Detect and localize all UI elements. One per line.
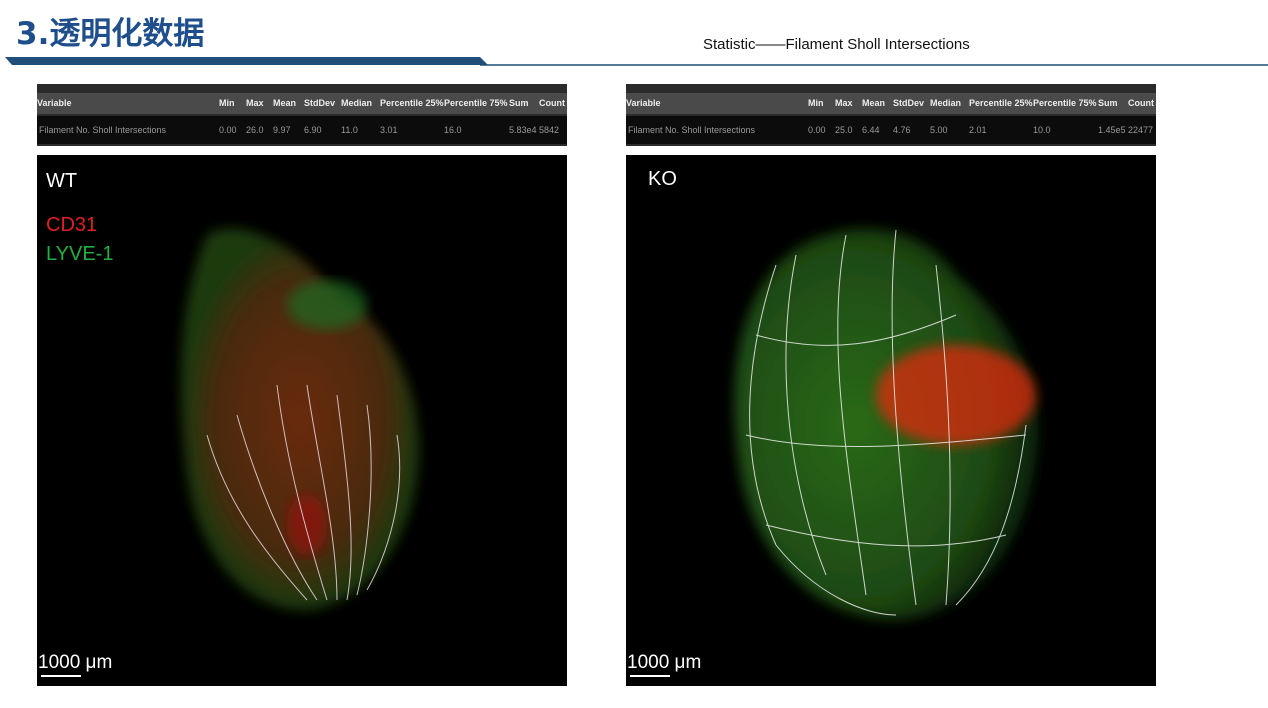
column-header: Variable [626, 98, 661, 108]
cell: 1.45e5 [1098, 125, 1126, 135]
header-row: Variable Min Max Mean StdDev Median Percentile… [37, 93, 567, 114]
scale-bar [630, 675, 670, 677]
sample-label: WT [46, 170, 77, 192]
cell: 26.0 [246, 125, 264, 135]
cell: 2.01 [969, 125, 987, 135]
subtitle: Statistic——Filament Sholl Intersections [703, 36, 970, 53]
cell: 10.0 [1033, 125, 1051, 135]
column-header: Count [539, 98, 565, 108]
column-header: Min [219, 98, 235, 108]
cell: 4.76 [893, 125, 911, 135]
cell: 5842 [539, 125, 560, 135]
cell: 5.83e4 [509, 125, 537, 135]
stats-table: Variable Min Max Mean StdDev Median Percentile… [626, 84, 1156, 146]
column-header: Sum [1098, 98, 1118, 108]
column-header: Variable [37, 98, 72, 108]
cell: 9.97 [273, 125, 291, 135]
cell: 11.0 [341, 125, 358, 135]
column-header: StdDev [893, 98, 925, 108]
column-header: Percentile 75% [444, 98, 508, 108]
column-header: Max [835, 98, 853, 108]
title: 3.透明化数据 [16, 16, 205, 52]
cell: 0.00 [808, 125, 826, 135]
cell: 0.00 [219, 125, 237, 135]
cell: 22477 [1128, 125, 1154, 135]
cell: 16.0 [444, 125, 462, 135]
header-row: Variable Min Max Mean StdDev Median Percentile… [626, 93, 1156, 114]
column-header: Percentile 25% [969, 98, 1033, 108]
column-header: Mean [273, 98, 297, 108]
cell: 25.0 [835, 125, 853, 135]
column-header: Median [930, 98, 962, 108]
column-header: Max [246, 98, 264, 108]
cell: 6.44 [862, 125, 880, 135]
column-header: StdDev [304, 98, 336, 108]
marker-label: CD31 [46, 214, 97, 236]
column-header: Median [341, 98, 373, 108]
header-rule [5, 57, 1268, 66]
cell: Filament No. Sholl Intersections [628, 125, 756, 135]
micrograph: KO 1000 μm [626, 155, 1156, 686]
cell: 5.00 [930, 125, 948, 135]
column-header: Sum [509, 98, 529, 108]
cell: 3.01 [380, 125, 398, 135]
column-header: Percentile 25% [380, 98, 444, 108]
micrograph: WT CD31 LYVE-1 1000 μm [37, 155, 567, 686]
scale-bar [41, 675, 81, 677]
sample-label: KO [648, 168, 677, 190]
column-header: Mean [862, 98, 886, 108]
data-row: Filament No. Sholl Intersections 0.00 26.0… [37, 116, 567, 144]
scale-label: 1000 μm [38, 652, 112, 673]
stats-table: Variable Min Max Mean StdDev Median Percentile… [37, 84, 567, 146]
cell: Filament No. Sholl Intersections [39, 125, 167, 135]
cell: 6.90 [304, 125, 322, 135]
scale-label: 1000 μm [627, 652, 701, 673]
data-row: Filament No. Sholl Intersections 0.00 25.0… [626, 116, 1156, 144]
column-header: Count [1128, 98, 1154, 108]
column-header: Min [808, 98, 824, 108]
column-header: Percentile 75% [1033, 98, 1097, 108]
marker-label: LYVE-1 [46, 243, 113, 265]
